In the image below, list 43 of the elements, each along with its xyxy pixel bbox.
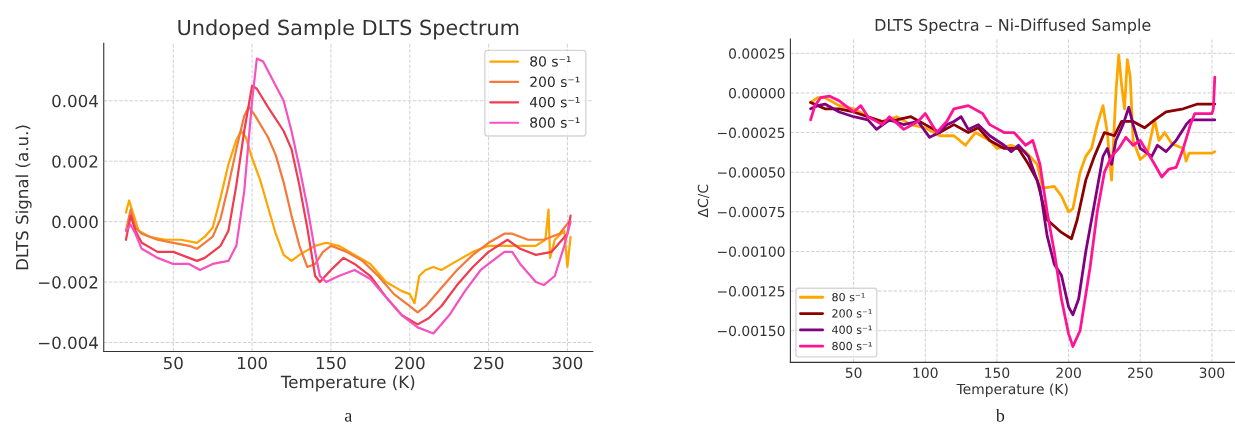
x-axis-title: Temperature (K) — [280, 375, 415, 392]
legend-label: 400 s⁻¹ — [832, 325, 872, 334]
x-tick-label: 250 — [1128, 367, 1153, 378]
x-tick-label: 150 — [316, 356, 346, 370]
text: a — [344, 413, 353, 422]
x-tick-label: 300 — [1199, 367, 1225, 378]
legend-label: 80 s⁻¹ — [530, 56, 571, 67]
line-series — [809, 102, 1217, 317]
y-axis-title: DLTS Signal (a.u.) — [15, 125, 32, 270]
x-tick-label: 200 — [395, 356, 425, 370]
y-tick-label: −0.004 — [38, 336, 98, 350]
x-tick-label: 150 — [985, 367, 1010, 378]
x-tick-label: 250 — [473, 356, 504, 370]
y-axis-title: ΔC/C — [697, 184, 710, 218]
y-tick-label: −0.00100 — [717, 246, 785, 257]
legend-label: 200 s⁻¹ — [530, 76, 580, 88]
x-tick-label: 300 — [552, 356, 583, 370]
y-tick-label: 0.00000 — [729, 87, 785, 99]
y-tick-label: −0.00050 — [717, 167, 785, 178]
x-tick-label: 50 — [163, 356, 183, 370]
legend-label: 800 s⁻¹ — [832, 341, 872, 351]
legend-label: 200 s⁻¹ — [832, 309, 872, 318]
y-tick-label: −0.00125 — [717, 286, 785, 297]
legend-label: 800 s⁻¹ — [530, 117, 580, 128]
y-tick-label: −0.00075 — [717, 206, 785, 218]
y-tick-label: −0.00025 — [717, 127, 785, 139]
y-tick-label: 0.000 — [52, 215, 98, 229]
chart-title: DLTS Spectra – Ni-Diffused Sample — [875, 18, 1151, 35]
y-tick-label: −0.002 — [38, 276, 98, 289]
legend-label: 400 s⁻¹ — [529, 96, 580, 108]
chart-title: Undoped Sample DLTS Spectrum — [178, 19, 519, 40]
line-series — [124, 129, 572, 305]
y-tick-label: 0.00025 — [729, 48, 785, 59]
x-tick-label: 200 — [1056, 367, 1081, 378]
y-tick-label: −0.00150 — [717, 325, 785, 337]
x-axis-title: Temperature (K) — [956, 383, 1068, 397]
text: b — [995, 408, 1005, 422]
legend-label: 80 s⁻¹ — [832, 292, 865, 302]
x-tick-label: 50 — [845, 367, 862, 378]
y-tick-label: 0.002 — [52, 155, 98, 168]
x-tick-label: 100 — [913, 367, 938, 378]
x-tick-label: 100 — [238, 356, 267, 370]
y-tick-label: 0.004 — [52, 94, 98, 108]
